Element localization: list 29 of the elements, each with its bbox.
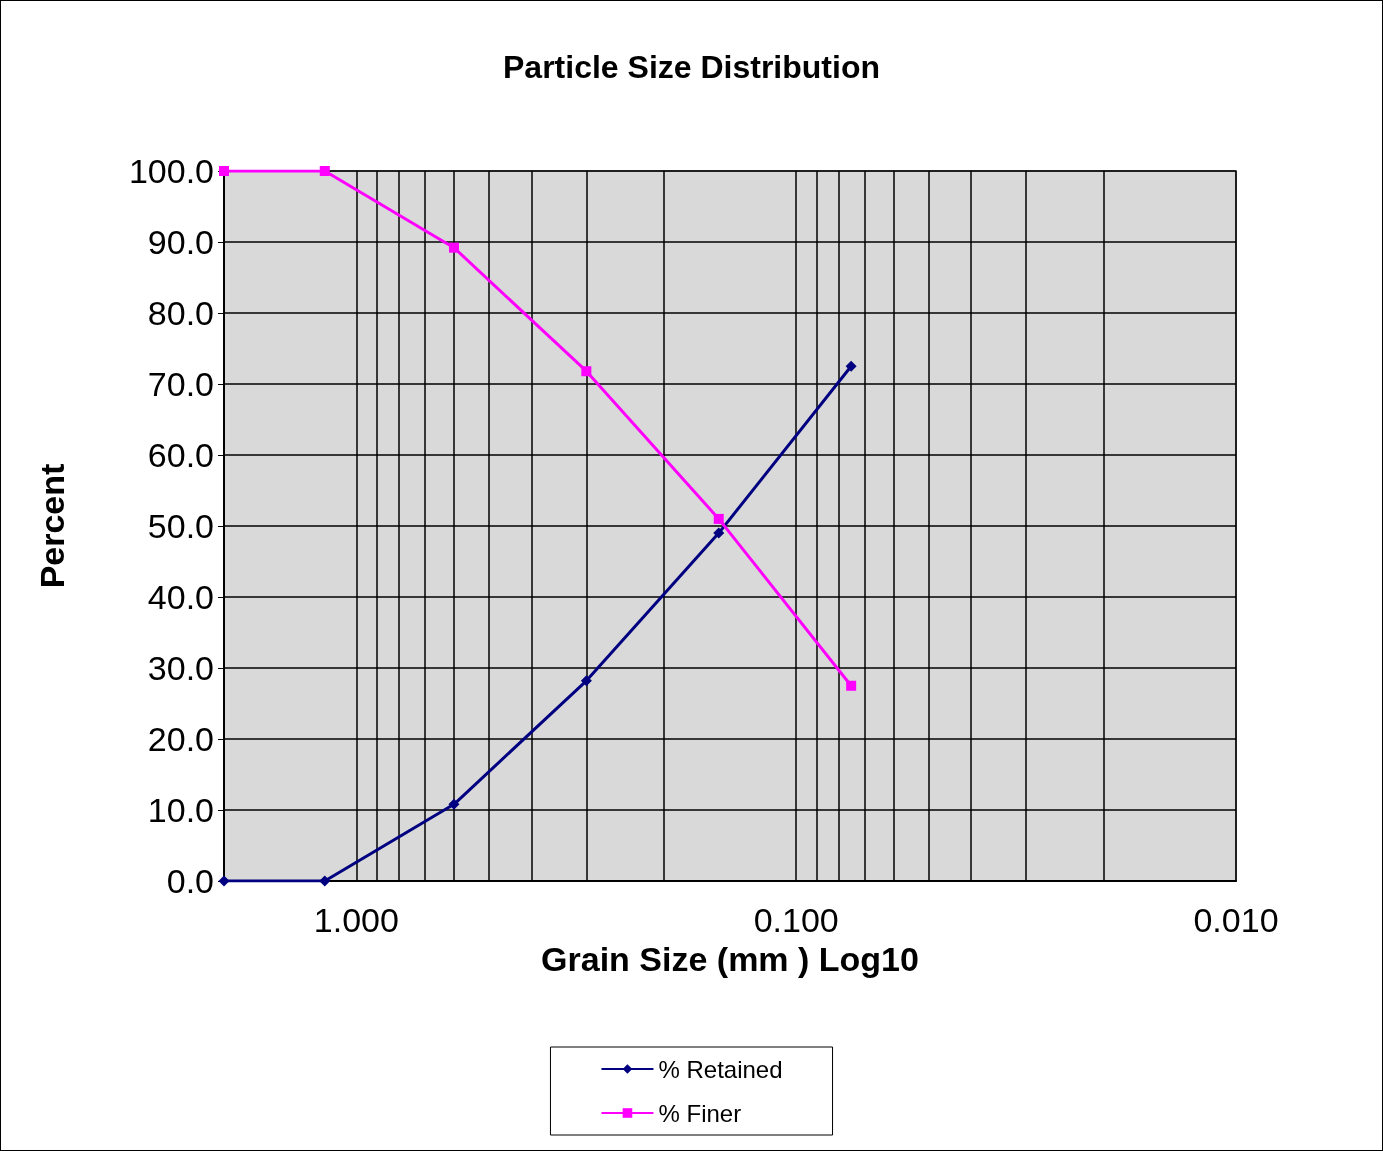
point: [448, 798, 460, 810]
point: [713, 513, 724, 524]
y-tick-label: 60.0: [147, 436, 214, 474]
y-tick-label: 50.0: [147, 507, 214, 545]
y-axis-title: Percent: [33, 463, 71, 589]
y-tick-label: 20.0: [147, 720, 214, 758]
point: [846, 680, 857, 691]
y-tick-label: 10.0: [147, 791, 214, 829]
point: [319, 166, 330, 176]
y-tick-label: 90.0: [147, 223, 214, 261]
y-tick-label: 30.0: [147, 649, 214, 687]
point: [448, 242, 459, 253]
y-tick-label: 70.0: [147, 365, 214, 403]
point: [581, 366, 592, 377]
y-tick-label: 40.0: [147, 578, 214, 616]
point: [319, 875, 331, 887]
chart-title: Particle Size Distribution: [503, 49, 880, 85]
point: [845, 360, 857, 372]
y-tick-label: 80.0: [147, 294, 214, 332]
y-tick-label: 0.0: [166, 862, 214, 900]
point: [713, 527, 725, 539]
legend-label: % Retained: [658, 1055, 783, 1083]
y-tick-label: 100.0: [128, 152, 214, 190]
x-axis-title: Grain Size (mm ) Log10: [541, 939, 919, 978]
x-tick-label: 1.000: [313, 901, 399, 939]
point: [580, 675, 592, 687]
x-tick-label: 0.100: [753, 901, 839, 939]
legend-label: % Finer: [658, 1099, 742, 1127]
x-tick-label: 0.010: [1193, 901, 1279, 939]
